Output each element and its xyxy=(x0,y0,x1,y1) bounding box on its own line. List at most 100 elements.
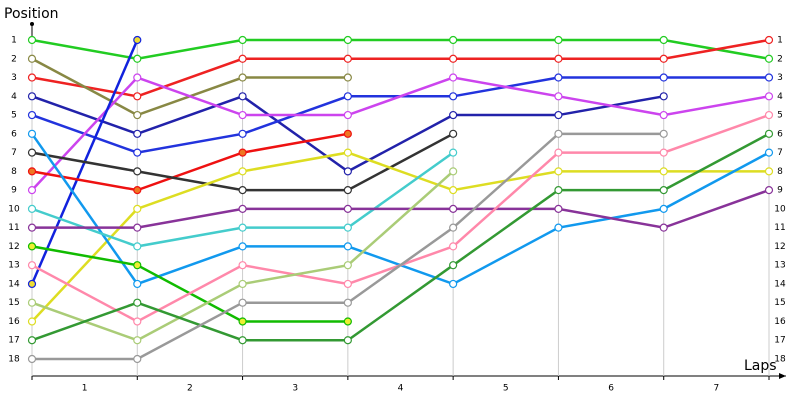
y-tick-label: 8 xyxy=(11,167,17,177)
series-line xyxy=(31,132,349,192)
y-tick-label: 9 xyxy=(11,186,17,196)
marker xyxy=(449,186,458,195)
marker xyxy=(554,167,563,176)
marker xyxy=(449,148,458,157)
marker xyxy=(133,129,142,138)
marker xyxy=(343,279,352,289)
x-tick-label: 6 xyxy=(608,384,614,394)
marker xyxy=(133,317,142,326)
x-tick-label: 3 xyxy=(292,384,298,394)
marker xyxy=(238,186,247,195)
y-tick-label-right: 13 xyxy=(774,261,785,271)
y-tick-label: 17 xyxy=(8,336,19,346)
marker xyxy=(449,129,458,138)
marker xyxy=(133,261,142,270)
marker xyxy=(659,73,668,82)
marker xyxy=(343,298,352,307)
marker xyxy=(238,148,247,157)
marker xyxy=(238,223,247,232)
marker xyxy=(659,186,668,195)
marker xyxy=(343,110,352,120)
marker xyxy=(133,167,142,176)
marker xyxy=(554,186,563,195)
marker xyxy=(449,92,458,101)
marker xyxy=(554,129,563,138)
marker xyxy=(27,110,37,120)
marker xyxy=(343,186,352,195)
marker xyxy=(449,279,458,289)
series-line xyxy=(31,38,770,98)
y-tick-label-right: 10 xyxy=(774,204,786,214)
marker xyxy=(764,186,774,195)
x-axis-label: Laps xyxy=(744,358,777,374)
marker xyxy=(764,35,774,45)
y-tick-label: 18 xyxy=(8,355,20,365)
y-tick-label-right: 12 xyxy=(774,242,785,252)
marker xyxy=(238,242,247,251)
y-tick-label-right: 17 xyxy=(774,336,785,346)
y-tick-label-right: 14 xyxy=(774,279,786,289)
y-tick-label-right: 3 xyxy=(777,73,783,83)
marker xyxy=(764,148,774,157)
y-tick-label-right: 1 xyxy=(777,36,783,46)
marker xyxy=(133,354,142,364)
x-tick-label: 1 xyxy=(82,384,88,394)
x-tick-label: 2 xyxy=(187,384,193,394)
marker xyxy=(133,298,142,307)
marker xyxy=(27,317,37,326)
marker xyxy=(133,223,142,232)
marker xyxy=(238,35,247,45)
y-tick-label-right: 4 xyxy=(777,92,783,102)
marker xyxy=(764,54,774,63)
y-tick-label-right: 15 xyxy=(774,298,785,308)
marker xyxy=(27,35,37,45)
y-tick-label: 7 xyxy=(11,148,17,158)
marker xyxy=(27,186,37,195)
marker xyxy=(133,35,142,45)
marker xyxy=(659,148,668,157)
marker xyxy=(343,261,352,270)
y-tick-label-right: 11 xyxy=(774,223,785,233)
marker xyxy=(27,148,37,157)
y-tick-label: 16 xyxy=(8,317,20,327)
series-line xyxy=(31,132,770,342)
y-tick-label: 2 xyxy=(11,54,17,64)
marker xyxy=(343,92,352,101)
marker xyxy=(764,73,774,82)
marker xyxy=(27,204,37,213)
marker xyxy=(343,242,352,251)
marker xyxy=(27,129,37,138)
marker xyxy=(554,54,563,63)
marker xyxy=(27,261,37,270)
marker xyxy=(133,73,142,82)
marker xyxy=(343,336,352,345)
y-tick-label: 13 xyxy=(8,261,19,271)
marker xyxy=(133,204,142,213)
marker xyxy=(133,242,142,251)
marker xyxy=(659,223,668,232)
marker xyxy=(343,204,352,213)
y-tick-label-right: 16 xyxy=(774,317,786,327)
y-tick-label-right: 7 xyxy=(777,148,783,158)
marker xyxy=(133,148,142,157)
marker xyxy=(764,167,774,176)
marker xyxy=(343,223,352,232)
y-tick-label: 6 xyxy=(11,129,17,139)
marker xyxy=(343,129,352,138)
x-tick-label: 7 xyxy=(713,384,719,394)
marker xyxy=(133,54,142,63)
marker xyxy=(554,110,563,120)
marker xyxy=(238,336,247,345)
marker xyxy=(27,279,37,289)
marker xyxy=(27,354,37,364)
series-line xyxy=(31,151,769,323)
y-tick-label: 1 xyxy=(11,36,17,46)
marker xyxy=(343,317,352,326)
series-line xyxy=(31,76,770,191)
y-tick-label: 15 xyxy=(8,298,19,308)
series-line xyxy=(32,188,770,229)
y-tick-label: 5 xyxy=(11,111,17,121)
marker xyxy=(659,167,668,176)
marker xyxy=(27,167,37,176)
